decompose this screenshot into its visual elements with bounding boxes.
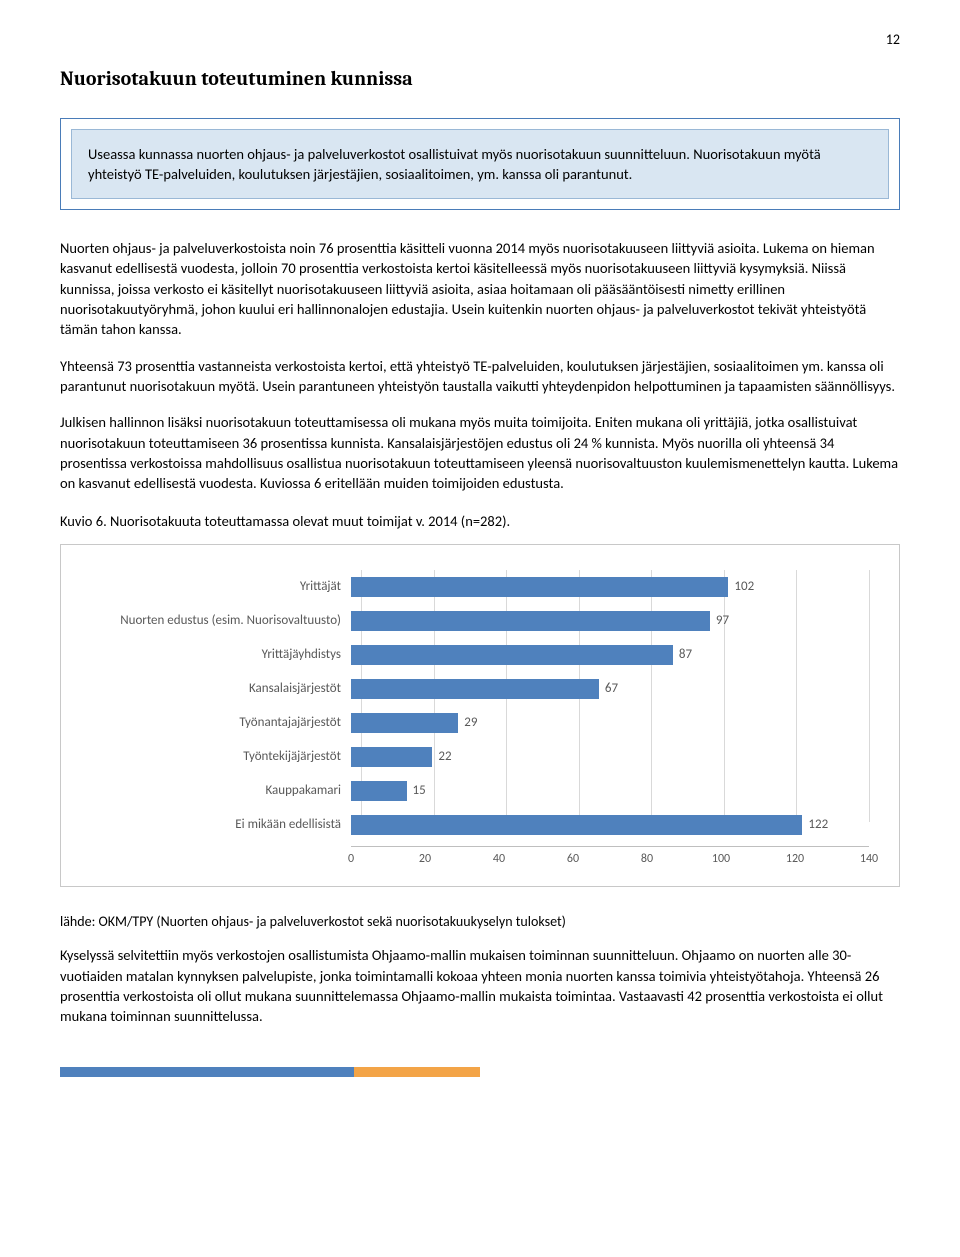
footer-stripe-left	[60, 1067, 354, 1077]
callout-box: Useassa kunnassa nuorten ohjaus- ja palv…	[60, 118, 900, 211]
bar-label: Yrittäjät	[91, 578, 351, 596]
bar-value: 22	[438, 748, 451, 766]
bar-value: 122	[808, 816, 828, 834]
bar	[351, 577, 728, 597]
bar-value: 67	[605, 680, 618, 698]
body-text: Nuorten ohjaus- ja palveluverkostoista n…	[60, 238, 900, 493]
axis-tick: 60	[567, 851, 579, 868]
bar-row: Kauppakamari 15	[91, 774, 869, 808]
chart-plot: Yrittäjät 102 Nuorten edustus (esim. Nuori…	[91, 570, 869, 842]
axis-tick: 40	[493, 851, 505, 868]
section-heading: Nuorisotakuun toteutuminen kunnissa	[60, 65, 900, 93]
bar-value: 102	[734, 578, 754, 596]
bar-row: Nuorten edustus (esim. Nuorisovaltuusto)…	[91, 604, 869, 638]
closing-text: Kyselyssä selvitettiin myös verkostojen …	[60, 945, 900, 1026]
bar-row: Yrittäjäyhdistys 87	[91, 638, 869, 672]
bar-label: Kansalaisjärjestöt	[91, 680, 351, 698]
bar-label: Työnantajajärjestöt	[91, 714, 351, 732]
axis-tick: 20	[419, 851, 431, 868]
bar	[351, 781, 407, 801]
axis-tick: 140	[860, 851, 878, 868]
chart-bars: Yrittäjät 102 Nuorten edustus (esim. Nuori…	[91, 570, 869, 842]
bar-value: 15	[413, 782, 426, 800]
axis-tick: 80	[641, 851, 653, 868]
bar	[351, 747, 432, 767]
bar-label: Yrittäjäyhdistys	[91, 646, 351, 664]
bar-track: 122	[351, 808, 869, 842]
chart-source: lähde: OKM/TPY (Nuorten ohjaus- ja palve…	[60, 912, 900, 932]
chart-title: Kuvio 6. Nuorisotakuuta toteuttamassa ol…	[60, 511, 900, 531]
bar	[351, 679, 599, 699]
bar-track: 29	[351, 706, 869, 740]
bar-label: Työntekijäjärjestöt	[91, 748, 351, 766]
bar	[351, 611, 710, 631]
axis-tick: 100	[712, 851, 730, 868]
bar-row: Yrittäjät 102	[91, 570, 869, 604]
bar	[351, 713, 458, 733]
callout-text: Useassa kunnassa nuorten ohjaus- ja palv…	[88, 144, 872, 185]
chart-frame: Yrittäjät 102 Nuorten edustus (esim. Nuori…	[60, 544, 900, 887]
chart-axis: 020406080100120140	[91, 846, 869, 866]
bar-row: Työnantajajärjestöt 29	[91, 706, 869, 740]
bar	[351, 815, 802, 835]
footer-stripe-right	[354, 1067, 480, 1077]
bar-label: Nuorten edustus (esim. Nuorisovaltuusto)	[91, 612, 351, 630]
axis-tick: 120	[786, 851, 804, 868]
bar-value: 87	[679, 646, 692, 664]
paragraph: Yhteensä 73 prosenttia vastanneista verk…	[60, 356, 900, 397]
bar-value: 29	[464, 714, 477, 732]
bar-row: Työntekijäjärjestöt 22	[91, 740, 869, 774]
axis-tick: 0	[348, 851, 354, 868]
bar-track: 15	[351, 774, 869, 808]
paragraph: Julkisen hallinnon lisäksi nuorisotakuun…	[60, 412, 900, 493]
bar	[351, 645, 673, 665]
bar-label: Ei mikään edellisistä	[91, 816, 351, 834]
bar-track: 102	[351, 570, 869, 604]
page-number: 12	[60, 30, 900, 50]
bar-track: 97	[351, 604, 869, 638]
paragraph: Nuorten ohjaus- ja palveluverkostoista n…	[60, 238, 900, 339]
bar-label: Kauppakamari	[91, 782, 351, 800]
axis-spacer	[91, 846, 351, 866]
callout-inner: Useassa kunnassa nuorten ohjaus- ja palv…	[71, 129, 889, 200]
bar-value: 97	[716, 612, 729, 630]
footer-stripe	[60, 1067, 900, 1077]
bar-row: Ei mikään edellisistä 122	[91, 808, 869, 842]
gridline	[869, 570, 870, 822]
paragraph: Kyselyssä selvitettiin myös verkostojen …	[60, 945, 900, 1026]
bar-track: 22	[351, 740, 869, 774]
bar-track: 87	[351, 638, 869, 672]
bar-row: Kansalaisjärjestöt 67	[91, 672, 869, 706]
axis-ticks: 020406080100120140	[351, 846, 869, 866]
bar-track: 67	[351, 672, 869, 706]
